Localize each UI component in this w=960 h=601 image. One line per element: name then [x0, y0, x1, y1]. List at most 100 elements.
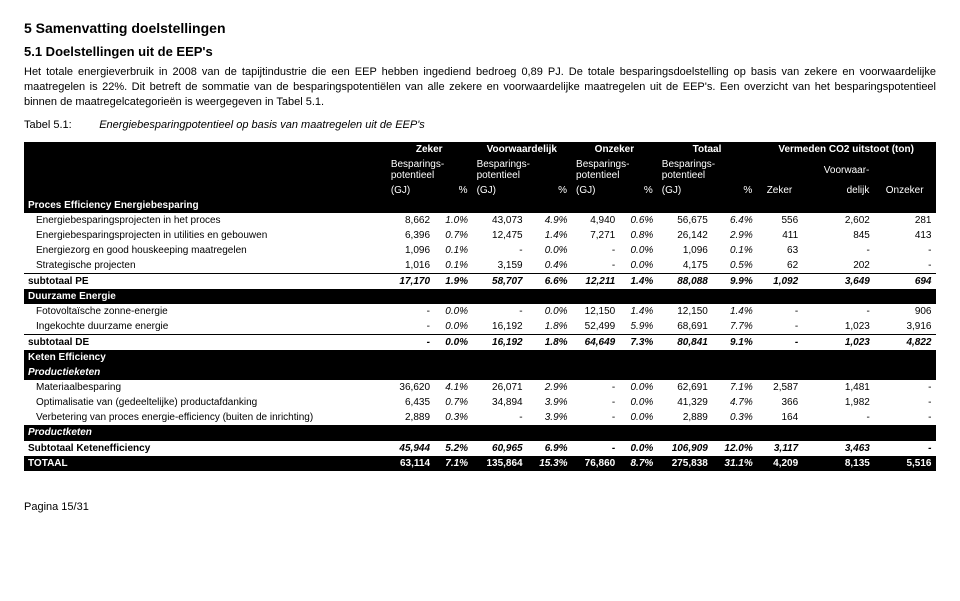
table-cell: 0.0% [619, 380, 657, 395]
table-cell: 58,707 [472, 274, 527, 290]
table-cell: 16,192 [472, 335, 527, 351]
row-label: Fotovoltaïsche zonne-energie [24, 304, 386, 319]
table-cell: 7.3% [619, 335, 657, 351]
table-cell: 7,271 [572, 228, 620, 243]
table-cell: - [757, 335, 802, 351]
table-cell: - [386, 335, 434, 351]
table-cell: 0.0% [619, 410, 657, 425]
heading-main: 5 Samenvatting doelstellingen [24, 20, 936, 36]
table-cell: 17,170 [386, 274, 434, 290]
table-cell: 8.7% [619, 456, 657, 471]
table-cell: 8,662 [386, 213, 434, 228]
table-cell: 3,463 [802, 441, 874, 457]
table-cell: 2,602 [802, 213, 874, 228]
table-cell: 63,114 [386, 456, 434, 471]
table-cell: 7.1% [434, 456, 472, 471]
table-cell: 556 [757, 213, 802, 228]
table-cell: 3,916 [874, 319, 936, 335]
row-label: Ingekochte duurzame energie [24, 319, 386, 335]
table-row: Energiebesparingsprojecten in het proces… [24, 213, 936, 228]
heading-sub: 5.1 Doelstellingen uit de EEP's [24, 44, 936, 59]
table-cell: 275,838 [657, 456, 712, 471]
table-cell: - [386, 319, 434, 335]
table-cell: 1.8% [527, 335, 572, 351]
table-cell: - [572, 410, 620, 425]
table-cell: 4.1% [434, 380, 472, 395]
table-cell: - [572, 441, 620, 457]
row-label: Verbetering van proces energie-efficienc… [24, 410, 386, 425]
table-row: Materiaalbesparing36,6204.1%26,0712.9%-0… [24, 380, 936, 395]
table-cell: 4.7% [712, 395, 757, 410]
section-header-row: Keten Efficiency [24, 350, 936, 365]
table-cell: 4,175 [657, 258, 712, 274]
table-cell: 45,944 [386, 441, 434, 457]
table-cell: 202 [802, 258, 874, 274]
paragraph-1: Het totale energieverbruik in 2008 van d… [24, 65, 936, 110]
table-cell: 0.0% [434, 335, 472, 351]
table-cell: 0.3% [712, 410, 757, 425]
table-cell: - [572, 243, 620, 258]
table-cell: 31.1% [712, 456, 757, 471]
hdr-zeker: Zeker [386, 142, 472, 157]
table-row: Verbetering van proces energie-efficienc… [24, 410, 936, 425]
table-cell: 1,092 [757, 274, 802, 290]
table-cell: - [874, 243, 936, 258]
table-cell: 1,096 [657, 243, 712, 258]
table-cell: 8,135 [802, 456, 874, 471]
table-cell: - [572, 258, 620, 274]
table-cell: 0.1% [434, 258, 472, 274]
table-cell: 7.1% [712, 380, 757, 395]
table-cell: 12.0% [712, 441, 757, 457]
table-row: Subtotaal Ketenefficiency45,9445.2%60,96… [24, 441, 936, 457]
hdr-totaal: Totaal [657, 142, 756, 157]
table-cell: 4,209 [757, 456, 802, 471]
table-cell: 164 [757, 410, 802, 425]
table-cell: 0.0% [527, 243, 572, 258]
table-cell: 5.9% [619, 319, 657, 335]
row-label: Energiezorg en good houskeeping maatrege… [24, 243, 386, 258]
row-label: Energiebesparingsprojecten in het proces [24, 213, 386, 228]
table-cell: 0.7% [434, 395, 472, 410]
row-label: Strategische projecten [24, 258, 386, 274]
table-cell: 413 [874, 228, 936, 243]
table-cell: - [802, 304, 874, 319]
table-cell: 1.0% [434, 213, 472, 228]
table-cell: 0.6% [619, 213, 657, 228]
table-cell: 62,691 [657, 380, 712, 395]
table-cell: 281 [874, 213, 936, 228]
table-cell: - [572, 380, 620, 395]
table-cell: - [802, 243, 874, 258]
table-cell: 26,142 [657, 228, 712, 243]
table-cell: 6.4% [712, 213, 757, 228]
table-cell: 3,117 [757, 441, 802, 457]
table-cell: 5.2% [434, 441, 472, 457]
table-cell: 5,516 [874, 456, 936, 471]
table-cell: 106,909 [657, 441, 712, 457]
caption-label: Tabel 5.1: [24, 119, 72, 131]
table-cell: 80,841 [657, 335, 712, 351]
table-cell: 4,822 [874, 335, 936, 351]
table-cell: 1,016 [386, 258, 434, 274]
table-body: Proces Efficiency EnergiebesparingEnergi… [24, 198, 936, 471]
table-cell: 0.0% [527, 304, 572, 319]
table-cell: 0.8% [619, 228, 657, 243]
table-cell: - [874, 441, 936, 457]
table-cell: 0.1% [712, 243, 757, 258]
table-cell: 4,940 [572, 213, 620, 228]
table-cell: 906 [874, 304, 936, 319]
table-header: Zeker Voorwaardelijk Onzeker Totaal Verm… [24, 142, 936, 198]
table-cell: 43,073 [472, 213, 527, 228]
table-cell: 366 [757, 395, 802, 410]
table-cell: - [874, 380, 936, 395]
table-cell: - [757, 319, 802, 335]
table-row: Energiebesparingsprojecten in utilities … [24, 228, 936, 243]
table-cell: 12,475 [472, 228, 527, 243]
table-cell: - [472, 410, 527, 425]
data-table: Zeker Voorwaardelijk Onzeker Totaal Verm… [24, 142, 936, 471]
table-cell: - [874, 410, 936, 425]
table-cell: 0.4% [527, 258, 572, 274]
grandtotal-label: TOTAAL [24, 456, 386, 471]
table-cell: 64,649 [572, 335, 620, 351]
table-row: Strategische projecten1,0160.1%3,1590.4%… [24, 258, 936, 274]
table-cell: 9.1% [712, 335, 757, 351]
